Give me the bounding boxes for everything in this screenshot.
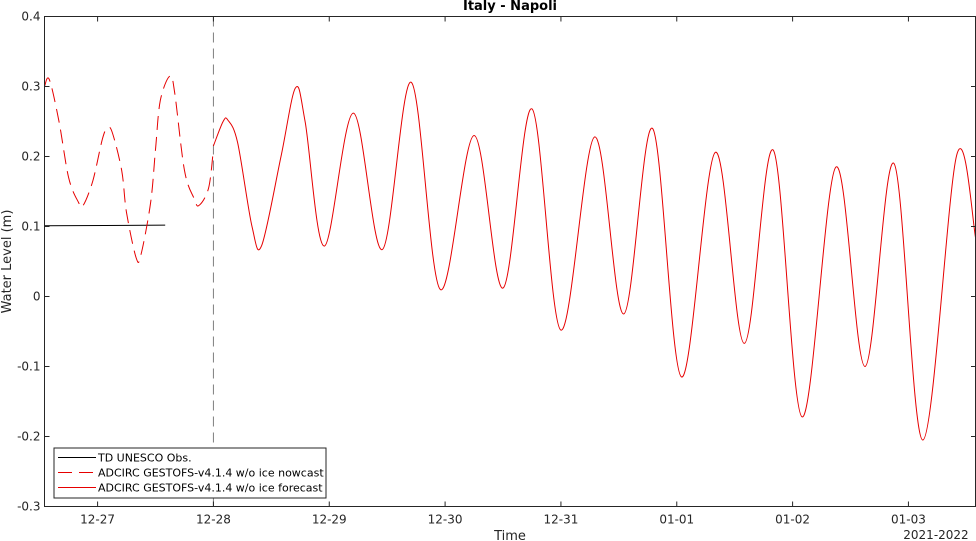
y-tick-label: -0.2: [17, 430, 40, 444]
year-label: 2021-2022: [903, 528, 968, 541]
x-axis-title: Time: [493, 529, 526, 541]
x-axis: 12-27 12-28 12-29 12-30 12-31 01-01 01-02 01-03: [80, 16, 926, 527]
legend-label-observed: TD UNESCO Obs.: [97, 452, 192, 465]
y-axis: 0.4 0.3 0.2 0.1 0 -0.1 -0.2 -0.3: [17, 10, 976, 514]
y-tick-label: 0.4: [21, 10, 40, 24]
plot-area: [44, 16, 976, 507]
y-tick-label: 0.3: [21, 80, 40, 94]
x-tick-label: 01-02: [775, 513, 810, 527]
x-tick-label: 01-01: [659, 513, 694, 527]
series-observed: [44, 224, 166, 227]
y-tick-label: 0.2: [21, 150, 40, 164]
legend-label-forecast: ADCIRC GESTOFS-v4.1.4 w/o ice forecast: [98, 482, 323, 495]
y-tick-label: -0.1: [17, 360, 40, 374]
series-forecast: [212, 81, 976, 441]
x-tick-label: 12-29: [312, 513, 347, 527]
y-axis-title: Water Level (m): [0, 210, 15, 314]
legend-label-nowcast: ADCIRC GESTOFS-v4.1.4 w/o ice nowcast: [98, 467, 324, 480]
y-tick-label: 0: [33, 290, 41, 304]
chart-title: Italy - Napoli: [463, 0, 557, 14]
x-tick-label: 01-03: [891, 513, 926, 527]
y-tick-label: 0.1: [21, 220, 40, 234]
x-tick-label: 12-31: [543, 513, 578, 527]
x-tick-label: 12-28: [196, 513, 231, 527]
x-tick-label: 12-27: [80, 513, 115, 527]
x-tick-label: 12-30: [428, 513, 463, 527]
legend: TD UNESCO Obs. ADCIRC GESTOFS-v4.1.4 w/o…: [53, 447, 327, 499]
series-nowcast: [44, 75, 214, 263]
y-tick-label: -0.3: [17, 500, 40, 514]
legend-box: [53, 447, 327, 499]
